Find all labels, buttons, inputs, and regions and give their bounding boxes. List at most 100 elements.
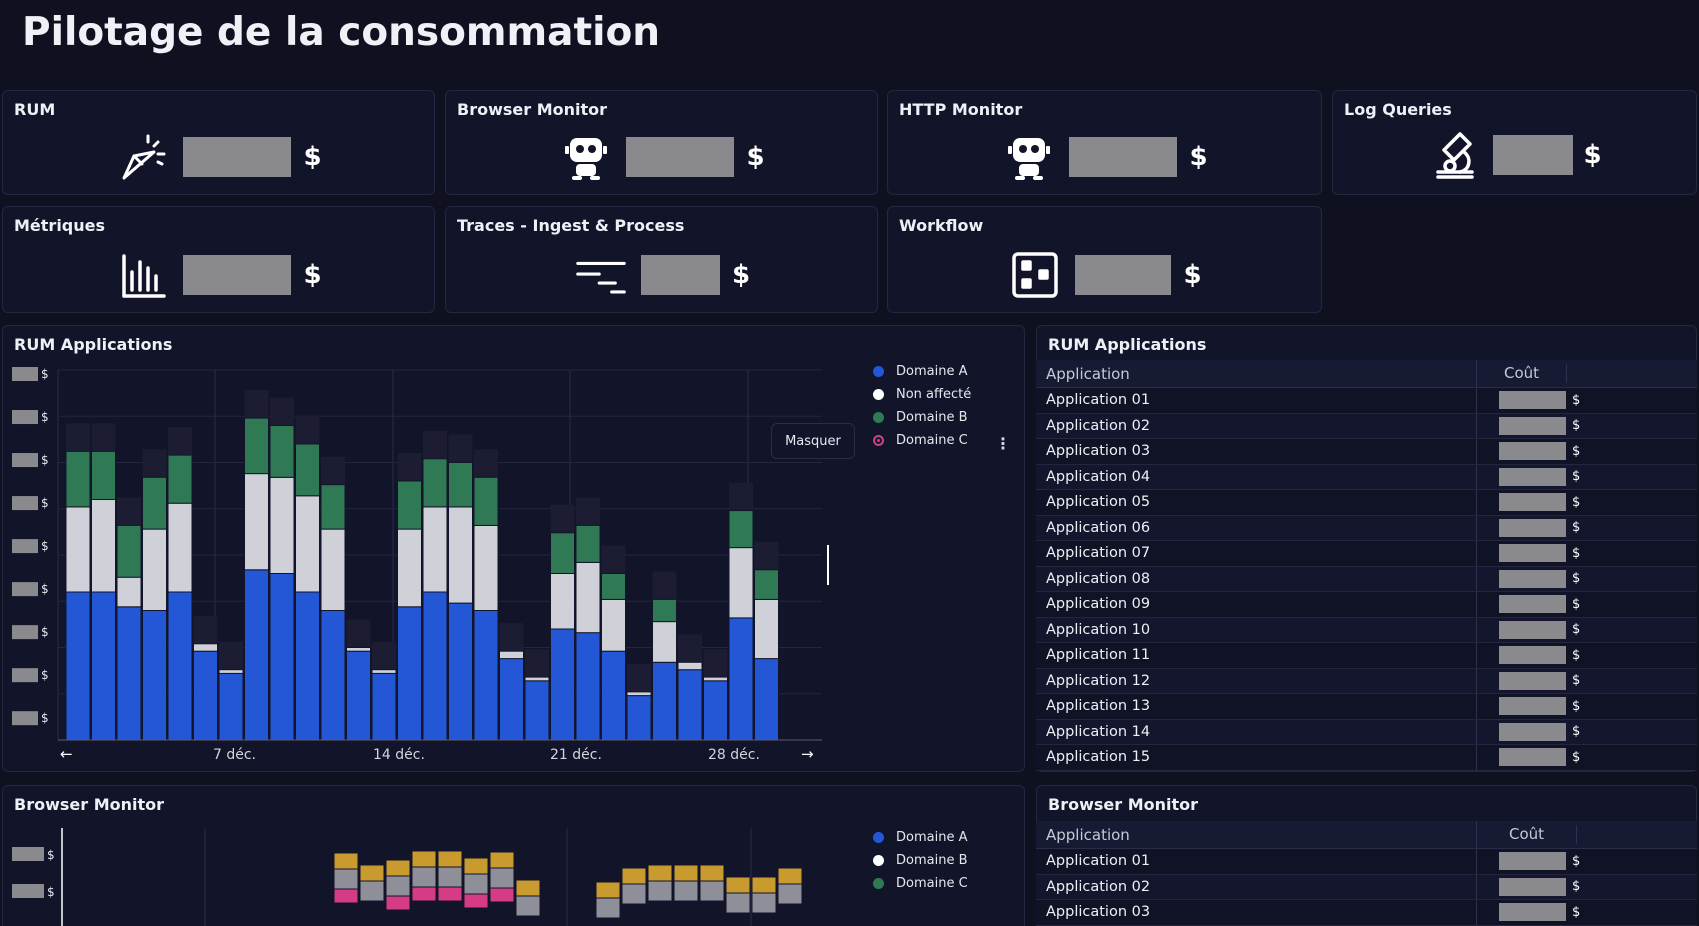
bar-segment[interactable] [193,643,218,652]
bar-segment[interactable] [550,628,575,741]
table-row[interactable]: Application 08 $ [1036,566,1697,592]
bar-segment[interactable] [575,632,601,741]
bar-segment[interactable] [524,676,550,682]
bar-segment[interactable] [320,610,346,741]
bar-segment[interactable] [473,524,499,611]
column-header-cost[interactable]: Coût [1477,364,1567,383]
bar-segment[interactable] [448,506,473,604]
bar-segment[interactable] [385,895,411,911]
bar-segment[interactable] [575,524,601,563]
bar-segment[interactable] [499,650,524,660]
kpi-tile-log-queries[interactable]: Log Queries $ [1332,90,1697,195]
bar-segment[interactable] [91,450,116,500]
browser-stacked-bar-chart[interactable]: $$ [0,820,830,926]
bar-segment[interactable] [142,610,167,741]
bar-segment[interactable] [652,661,677,741]
bar-segment[interactable] [601,573,626,600]
bar-segment[interactable] [218,672,244,741]
bar-segment[interactable] [647,880,673,902]
bar-segment[interactable] [728,547,754,619]
table-row[interactable]: Application 01 $ [1036,388,1697,414]
bar-segment[interactable] [463,857,489,875]
bar-segment[interactable] [437,886,463,902]
bar-segment[interactable] [751,876,777,894]
table-row[interactable]: Application 06 $ [1036,515,1697,541]
bar-segment[interactable] [699,864,725,882]
bar-segment[interactable] [463,873,489,895]
legend-item[interactable]: Domaine C [873,872,968,895]
bar-segment[interactable] [652,598,677,623]
bar-segment[interactable] [489,867,515,889]
bar-segment[interactable] [218,669,244,674]
bar-segment[interactable] [703,676,728,682]
bar-segment[interactable] [193,650,218,741]
bar-segment[interactable] [411,850,437,868]
arrow-right-icon[interactable]: → [801,745,814,763]
table-row[interactable]: Application 07 $ [1036,541,1697,567]
legend-item[interactable]: Non affecté [873,383,971,406]
table-row[interactable]: Application 13 $ [1036,694,1697,720]
bar-segment[interactable] [359,880,385,902]
bar-segment[interactable] [754,598,779,660]
bar-segment[interactable] [333,868,359,890]
bar-segment[interactable] [333,852,359,870]
bar-segment[interactable] [116,606,142,741]
table-row[interactable]: Application 03 $ [1036,900,1697,926]
bar-segment[interactable] [550,532,575,575]
table-row[interactable]: Application 10 $ [1036,617,1697,643]
table-row[interactable]: Application 03 $ [1036,439,1697,465]
bar-segment[interactable] [595,897,621,919]
arrow-left-icon[interactable]: ← [60,745,73,763]
bar-segment[interactable] [725,892,751,914]
bar-segment[interactable] [422,458,448,508]
bar-segment[interactable] [626,695,652,741]
legend-item[interactable]: Domaine A [873,360,971,383]
bar-segment[interactable] [751,892,777,914]
kpi-tile-browser-monitor[interactable]: Browser Monitor $ [445,90,878,195]
bar-segment[interactable] [359,864,385,882]
legend-item[interactable]: Domaine B [873,406,971,429]
legend-item[interactable]: Domaine B [873,849,968,872]
bar-segment[interactable] [397,528,422,608]
bar-segment[interactable] [385,859,411,877]
bar-segment[interactable] [473,476,499,526]
column-header-application[interactable]: Application [1036,360,1477,387]
bar-segment[interactable] [754,658,779,741]
bar-segment[interactable] [652,621,677,663]
bar-segment[interactable] [295,443,320,497]
bar-segment[interactable] [244,473,269,571]
bar-segment[interactable] [244,569,269,741]
bar-segment[interactable] [621,867,647,885]
bar-segment[interactable] [647,864,673,882]
table-row[interactable]: Application 11 $ [1036,643,1697,669]
bar-segment[interactable] [346,647,371,652]
bar-segment[interactable] [142,476,167,530]
bar-segment[interactable] [269,573,295,741]
column-header-application[interactable]: Application [1036,821,1477,848]
bar-segment[interactable] [65,591,91,741]
bar-segment[interactable] [515,895,541,917]
bar-segment[interactable] [448,462,473,508]
bar-segment[interactable] [489,851,515,869]
bar-segment[interactable] [385,875,411,897]
bar-segment[interactable] [397,480,422,530]
bar-segment[interactable] [777,867,803,885]
bar-segment[interactable] [65,450,91,508]
bar-segment[interactable] [422,591,448,741]
bar-segment[interactable] [116,524,142,578]
bar-segment[interactable] [167,502,193,593]
kpi-tile-metriques[interactable]: Métriques $ [2,206,435,313]
bar-segment[interactable] [473,610,499,741]
table-row[interactable]: Application 02 $ [1036,874,1697,900]
bar-segment[interactable] [463,893,489,909]
bar-segment[interactable] [728,617,754,741]
bar-segment[interactable] [91,499,116,593]
bar-segment[interactable] [397,606,422,741]
table-row[interactable]: Application 04 $ [1036,464,1697,490]
bar-segment[interactable] [550,573,575,630]
bar-segment[interactable] [411,886,437,902]
bar-segment[interactable] [437,866,463,888]
bar-segment[interactable] [499,658,524,741]
bar-segment[interactable] [754,569,779,600]
bar-segment[interactable] [422,506,448,593]
